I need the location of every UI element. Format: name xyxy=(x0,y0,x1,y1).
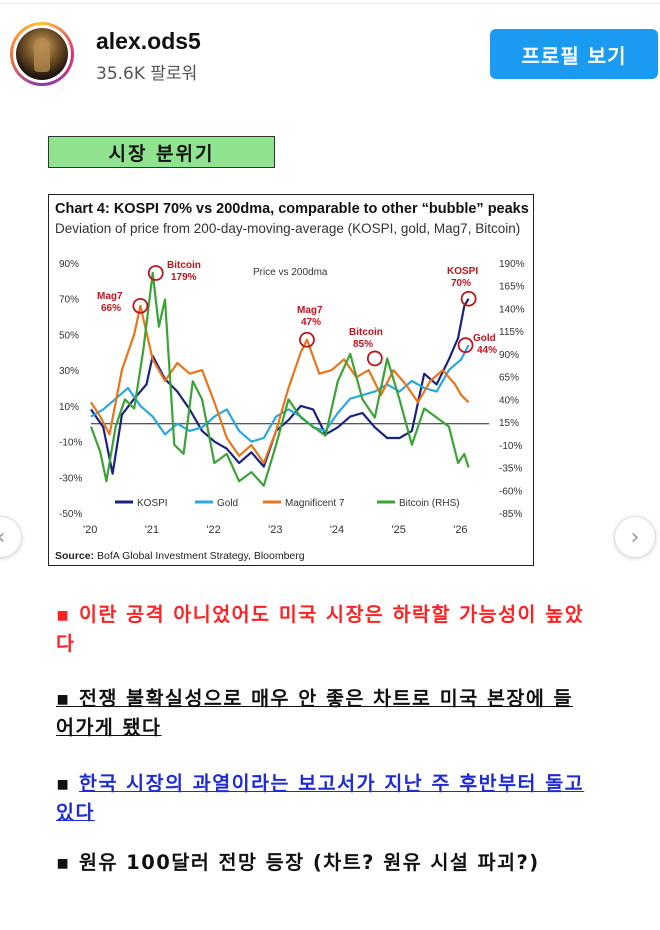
annotation-label: Mag7 xyxy=(297,305,323,316)
chevron-left-icon: ‹ xyxy=(0,525,5,550)
bullet-marker: ▪ xyxy=(56,772,80,795)
chart-title: Chart 4: KOSPI 70% vs 200dma, comparable… xyxy=(55,201,529,217)
series-line xyxy=(89,271,470,487)
username[interactable]: alex.ods5 xyxy=(96,28,201,54)
annotation-circle xyxy=(366,350,383,367)
follower-count: 35.6K 팔로워 xyxy=(96,64,198,84)
next-slide-button[interactable]: › xyxy=(614,516,656,558)
x-tick-label: '26 xyxy=(453,524,467,536)
bullet-4: ▪ 원유 100달러 전망 등장 (차트? 원유 시설 파괴?) xyxy=(56,851,540,874)
annotation-label: Gold xyxy=(473,333,496,344)
y-right-tick-label: 15% xyxy=(499,418,519,429)
x-tick-label: '23 xyxy=(268,524,282,536)
series-line xyxy=(90,298,470,475)
avatar-image xyxy=(16,28,68,80)
chart-inner-label: Price vs 200dma xyxy=(253,267,328,278)
annotation-value: 179% xyxy=(171,272,197,283)
y-left-tick-label: 10% xyxy=(59,402,79,413)
legend-label: Gold xyxy=(217,498,238,509)
chart-source-label: Source: xyxy=(55,550,95,562)
chart-subtitle: Deviation of price from 200-day-moving-a… xyxy=(55,221,521,236)
bullet-2: ▪ 전쟁 불확실성으로 매우 안 좋은 차트로 미국 본장에 들어가게 됐다 xyxy=(56,687,573,739)
annotation-label: Mag7 xyxy=(97,291,123,302)
annotation-label: Bitcoin xyxy=(349,327,383,338)
y-left-tick-label: 70% xyxy=(59,295,79,306)
profile-header: alex.ods5 35.6K 팔로워 프로필 보기 xyxy=(0,18,660,90)
annotation-circle xyxy=(457,337,474,354)
chart-image: Chart 4: KOSPI 70% vs 200dma, comparable… xyxy=(48,194,534,566)
section-tag: 시장 분위기 xyxy=(48,136,275,168)
x-tick-label: '20 xyxy=(83,524,97,536)
y-right-tick-label: 65% xyxy=(499,373,519,384)
y-right-tick-label: 90% xyxy=(499,350,519,361)
y-right-tick-label: 40% xyxy=(499,395,519,406)
chart-plot: 90% 70% 50% 30% 10% -10% -30% -50% 190% 165% 140% 1… xyxy=(59,259,525,536)
x-tick-label: '22 xyxy=(206,524,220,536)
y-right-tick-label: 140% xyxy=(499,304,525,315)
annotation-value: 66% xyxy=(101,303,121,314)
y-right-tick-label: 190% xyxy=(499,259,525,270)
legend-label: KOSPI xyxy=(137,498,168,509)
y-left-tick-label: -10% xyxy=(59,438,82,449)
annotation-circle xyxy=(132,297,149,314)
x-tick-label: '25 xyxy=(392,524,406,536)
view-profile-button[interactable]: 프로필 보기 xyxy=(490,29,658,79)
y-right-tick-label: -35% xyxy=(499,464,522,475)
prev-slide-button[interactable]: ‹ xyxy=(0,516,22,558)
annotation-value: 85% xyxy=(353,339,373,350)
x-tick-label: '21 xyxy=(145,524,159,536)
legend-label: Magnificent 7 xyxy=(285,498,345,509)
y-left-tick-label: -50% xyxy=(59,509,82,520)
annotation-value: 47% xyxy=(301,317,321,328)
annotation-value: 70% xyxy=(451,278,471,289)
chart-source-text: BofA Global Investment Strategy, Bloombe… xyxy=(94,550,305,562)
bullet-3-link[interactable]: 한국 시장의 과열이라는 보고서가 지난 주 후반부터 돌고 있다 xyxy=(56,772,585,824)
y-right-tick-label: 165% xyxy=(499,282,525,293)
y-left-tick-label: 30% xyxy=(59,366,79,377)
annotation-circle xyxy=(460,290,477,307)
chevron-right-icon: › xyxy=(630,524,640,550)
annotation-value: 44% xyxy=(477,345,497,356)
bullet-3[interactable]: ▪ 한국 시장의 과열이라는 보고서가 지난 주 후반부터 돌고 있다 xyxy=(56,769,586,827)
annotation-label: Bitcoin xyxy=(167,260,201,271)
x-tick-label: '24 xyxy=(330,524,344,536)
legend-label: Bitcoin (RHS) xyxy=(399,498,460,509)
y-left-tick-label: 50% xyxy=(59,330,79,341)
top-divider xyxy=(0,0,660,4)
avatar[interactable] xyxy=(10,22,74,86)
bullet-1: ▪ 이란 공격 아니었어도 미국 시장은 하락할 가능성이 높았다 xyxy=(56,603,585,655)
annotation-label: KOSPI xyxy=(447,266,478,277)
annotation-circle xyxy=(147,265,164,281)
chart-source: Source: BofA Global Investment Strategy,… xyxy=(55,550,305,562)
y-right-tick-label: -60% xyxy=(499,486,522,497)
avatar-ring xyxy=(13,25,71,83)
annotation-circle xyxy=(299,331,315,348)
y-left-tick-label: -30% xyxy=(59,473,82,484)
y-right-tick-label: -10% xyxy=(499,441,522,452)
y-left-tick-label: 90% xyxy=(59,259,79,270)
y-right-tick-label: 115% xyxy=(499,327,524,338)
series-line xyxy=(90,304,470,465)
y-right-tick-label: -85% xyxy=(499,509,522,520)
